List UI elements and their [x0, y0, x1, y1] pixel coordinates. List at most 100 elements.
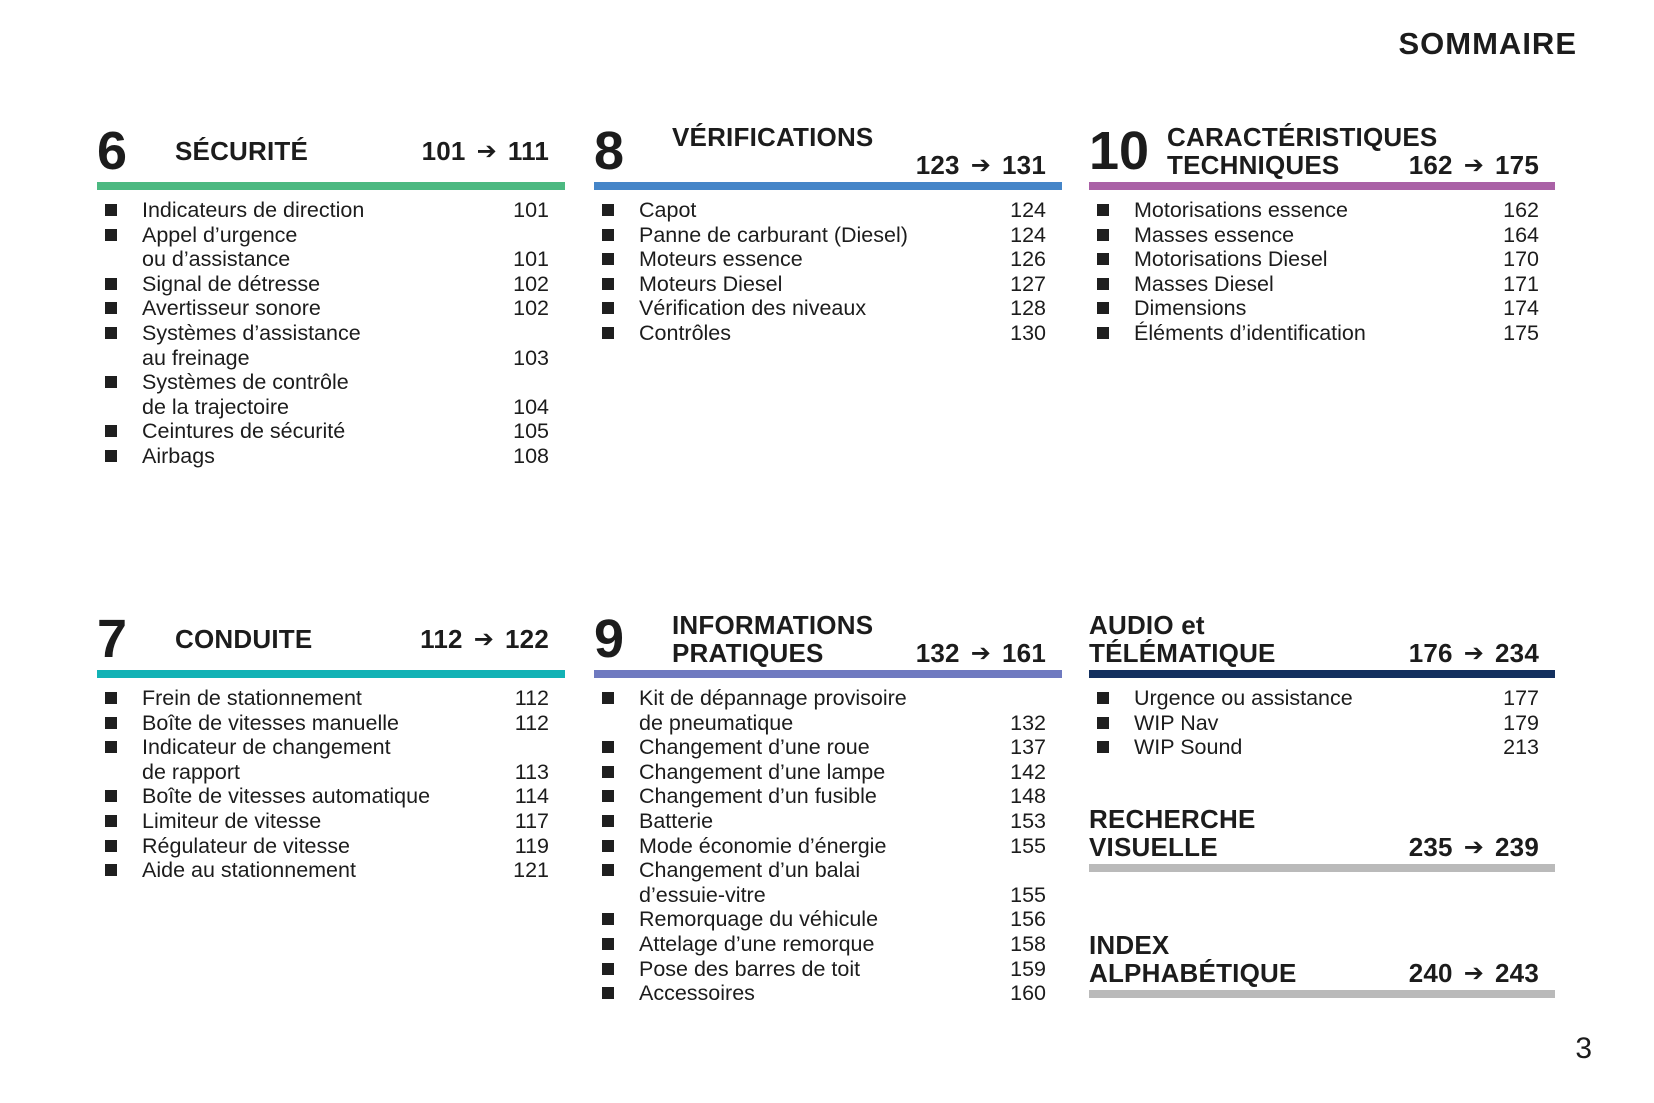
toc-item: Motorisations essence 162	[1089, 198, 1555, 223]
toc-item-list: Urgence ou assistance 177 WIP Nav 179 WIP So…	[1089, 686, 1555, 760]
toc-item-label: Motorisations essence	[1134, 198, 1348, 222]
arrow-right-icon: ➔	[970, 152, 992, 179]
toc-section-conduite: 7 CONDUITE 112 ➔ 122 Frein de stationnement 11…	[97, 610, 565, 883]
toc-section-caracteristiques-techniques: 10 CARACTÉRISTIQUES TECHNIQUES 162 ➔ 175 Motor…	[1089, 122, 1555, 346]
section-color-bar	[1089, 989, 1555, 998]
toc-item-label: Changement d’un fusible	[639, 784, 877, 809]
section-title: CARACTÉRISTIQUES TECHNIQUES 162 ➔ 175	[1167, 123, 1555, 181]
square-bullet-icon	[602, 204, 614, 216]
toc-item-label: Frein de stationnement	[142, 686, 362, 710]
section-color-bar	[97, 182, 565, 190]
section-page-range: 132 ➔ 161	[902, 639, 1062, 669]
section-title-line: VÉRIFICATIONS	[672, 123, 1062, 151]
section-title-line: ALPHABÉTIQUE 240 ➔ 243	[1089, 959, 1555, 989]
toc-item: WIP Nav 179	[1089, 711, 1555, 736]
toc-item-label: Panne de carburant (Diesel)	[639, 222, 908, 247]
toc-item: Moteurs essence 126	[594, 247, 1062, 272]
toc-item-label: Attelage d’une remorque	[639, 931, 875, 956]
square-bullet-icon	[105, 864, 117, 877]
toc-item: Changement d’un balai d’essuie-vitre 155	[594, 858, 1062, 907]
toc-item-label: Dimensions	[1134, 296, 1247, 321]
toc-item-page: 130	[1010, 320, 1046, 345]
toc-item-label: Systèmes de contrôle de la trajectoire	[142, 370, 349, 419]
toc-item: Indicateur de changement de rapport 113	[97, 735, 565, 784]
toc-item-label: Mode économie d’énergie	[639, 833, 887, 858]
toc-item-page: 124	[1010, 198, 1046, 222]
section-color-bar	[1089, 863, 1555, 872]
toc-item-label: Pose des barres de toit	[639, 956, 861, 981]
toc-item-label: Signal de détresse	[142, 271, 321, 296]
toc-item: Pose des barres de toit 159	[594, 957, 1062, 982]
toc-item: Appel d’urgence ou d’assistance 101	[97, 223, 565, 272]
toc-item-page: 105	[513, 419, 549, 444]
toc-item-page: 155	[1010, 833, 1046, 858]
toc-item-page: 128	[1010, 296, 1046, 321]
range-end-page: 131	[1002, 150, 1046, 180]
square-bullet-icon	[602, 741, 614, 754]
toc-item-page: 101	[513, 198, 549, 222]
section-color-bar	[594, 670, 1062, 678]
square-bullet-icon	[602, 277, 614, 290]
toc-item-label: Airbags	[142, 443, 215, 468]
page-number: 3	[1575, 1032, 1592, 1065]
section-title-text: PRATIQUES	[672, 638, 824, 668]
toc-item-label: Accessoires	[639, 981, 755, 1006]
toc-section-informations-pratiques: 9 INFORMATIONS PRATIQUES 132 ➔ 161 Kit de dépa…	[594, 610, 1062, 1006]
section-number: 9	[594, 609, 625, 670]
toc-item: Changement d’une roue 137	[594, 735, 1062, 760]
toc-cell-row2-col1: 7 CONDUITE 112 ➔ 122 Frein de stationnement 11…	[97, 610, 565, 883]
toc-item-list: Indicateurs de direction 101 Appel d’urgen…	[97, 198, 565, 469]
section-title-line: AUDIO et	[1089, 611, 1555, 639]
toc-item: Accessoires 160	[594, 981, 1062, 1006]
square-bullet-icon	[602, 790, 614, 803]
section-title-line: 123 ➔ 131	[672, 151, 1062, 181]
toc-section-verifications: 8 VÉRIFICATIONS 123 ➔ 131 Capot 124 Panne de ca…	[594, 122, 1062, 346]
toc-item-page: 160	[1010, 981, 1046, 1006]
toc-item-page: 213	[1503, 735, 1539, 760]
toc-item-label: Batterie	[639, 808, 714, 833]
range-start-page: 240	[1408, 957, 1453, 988]
section-page-range: 112 ➔ 122	[406, 625, 565, 655]
toc-cell-row2-col2: 9 INFORMATIONS PRATIQUES 132 ➔ 161 Kit de dépa…	[594, 610, 1062, 1006]
toc-item-page: 124	[1010, 222, 1046, 247]
square-bullet-icon	[602, 326, 614, 339]
toc-item-page: 112	[514, 686, 549, 710]
toc-item-label: Urgence ou assistance	[1134, 686, 1353, 710]
toc-item-page: 102	[513, 296, 549, 321]
toc-item-label: Aide au stationnement	[142, 858, 356, 883]
range-start-page: 162	[1408, 150, 1453, 180]
range-end-page: 161	[1002, 638, 1046, 668]
toc-item: Changement d’une lampe 142	[594, 760, 1062, 785]
toc-cell-row2-col3: AUDIO et TÉLÉMATIQUE 176 ➔ 234 Urgence ou ass…	[1089, 610, 1555, 998]
section-title: INDEX ALPHABÉTIQUE 240 ➔ 243	[1089, 931, 1555, 989]
square-bullet-icon	[105, 692, 117, 704]
square-bullet-icon	[602, 814, 614, 827]
toc-item-page: 108	[513, 443, 549, 468]
square-bullet-icon	[105, 277, 117, 290]
section-number: 8	[594, 121, 625, 182]
section-title-text: AUDIO et	[1089, 610, 1205, 640]
section-header: 7 CONDUITE 112 ➔ 122	[97, 610, 565, 670]
toc-item-label: Éléments d’identification	[1134, 320, 1366, 345]
page-title: SOMMAIRE	[1398, 26, 1577, 61]
toc-item-page: 179	[1503, 710, 1539, 735]
toc-item-label: Avertisseur sonore	[142, 296, 321, 321]
toc-item-page: 142	[1010, 759, 1046, 784]
square-bullet-icon	[602, 937, 614, 950]
toc-item: Panne de carburant (Diesel) 124	[594, 223, 1062, 248]
toc-item: Dimensions 174	[1089, 296, 1555, 321]
toc-item-page: 126	[1010, 247, 1046, 272]
toc-item-label: Indicateurs de direction	[142, 198, 365, 222]
square-bullet-icon	[602, 864, 614, 877]
section-color-bar	[97, 670, 565, 678]
section-title-text: RECHERCHE	[1089, 803, 1256, 834]
toc-item-list: Capot 124 Panne de carburant (Diesel) 124 Mo…	[594, 198, 1062, 346]
square-bullet-icon	[602, 913, 614, 926]
section-page-range: 101 ➔ 111	[408, 137, 565, 167]
toc-item: Éléments d’identification 175	[1089, 321, 1555, 346]
toc-item: Boîte de vitesses manuelle 112	[97, 711, 565, 736]
section-title-line: PRATIQUES 132 ➔ 161	[672, 639, 1062, 669]
toc-item: Kit de dépannage provisoire de pneumatiqu…	[594, 686, 1062, 735]
toc-item-label: Changement d’une roue	[639, 735, 870, 760]
toc-item-label: Systèmes d’assistance au freinage	[142, 320, 361, 370]
